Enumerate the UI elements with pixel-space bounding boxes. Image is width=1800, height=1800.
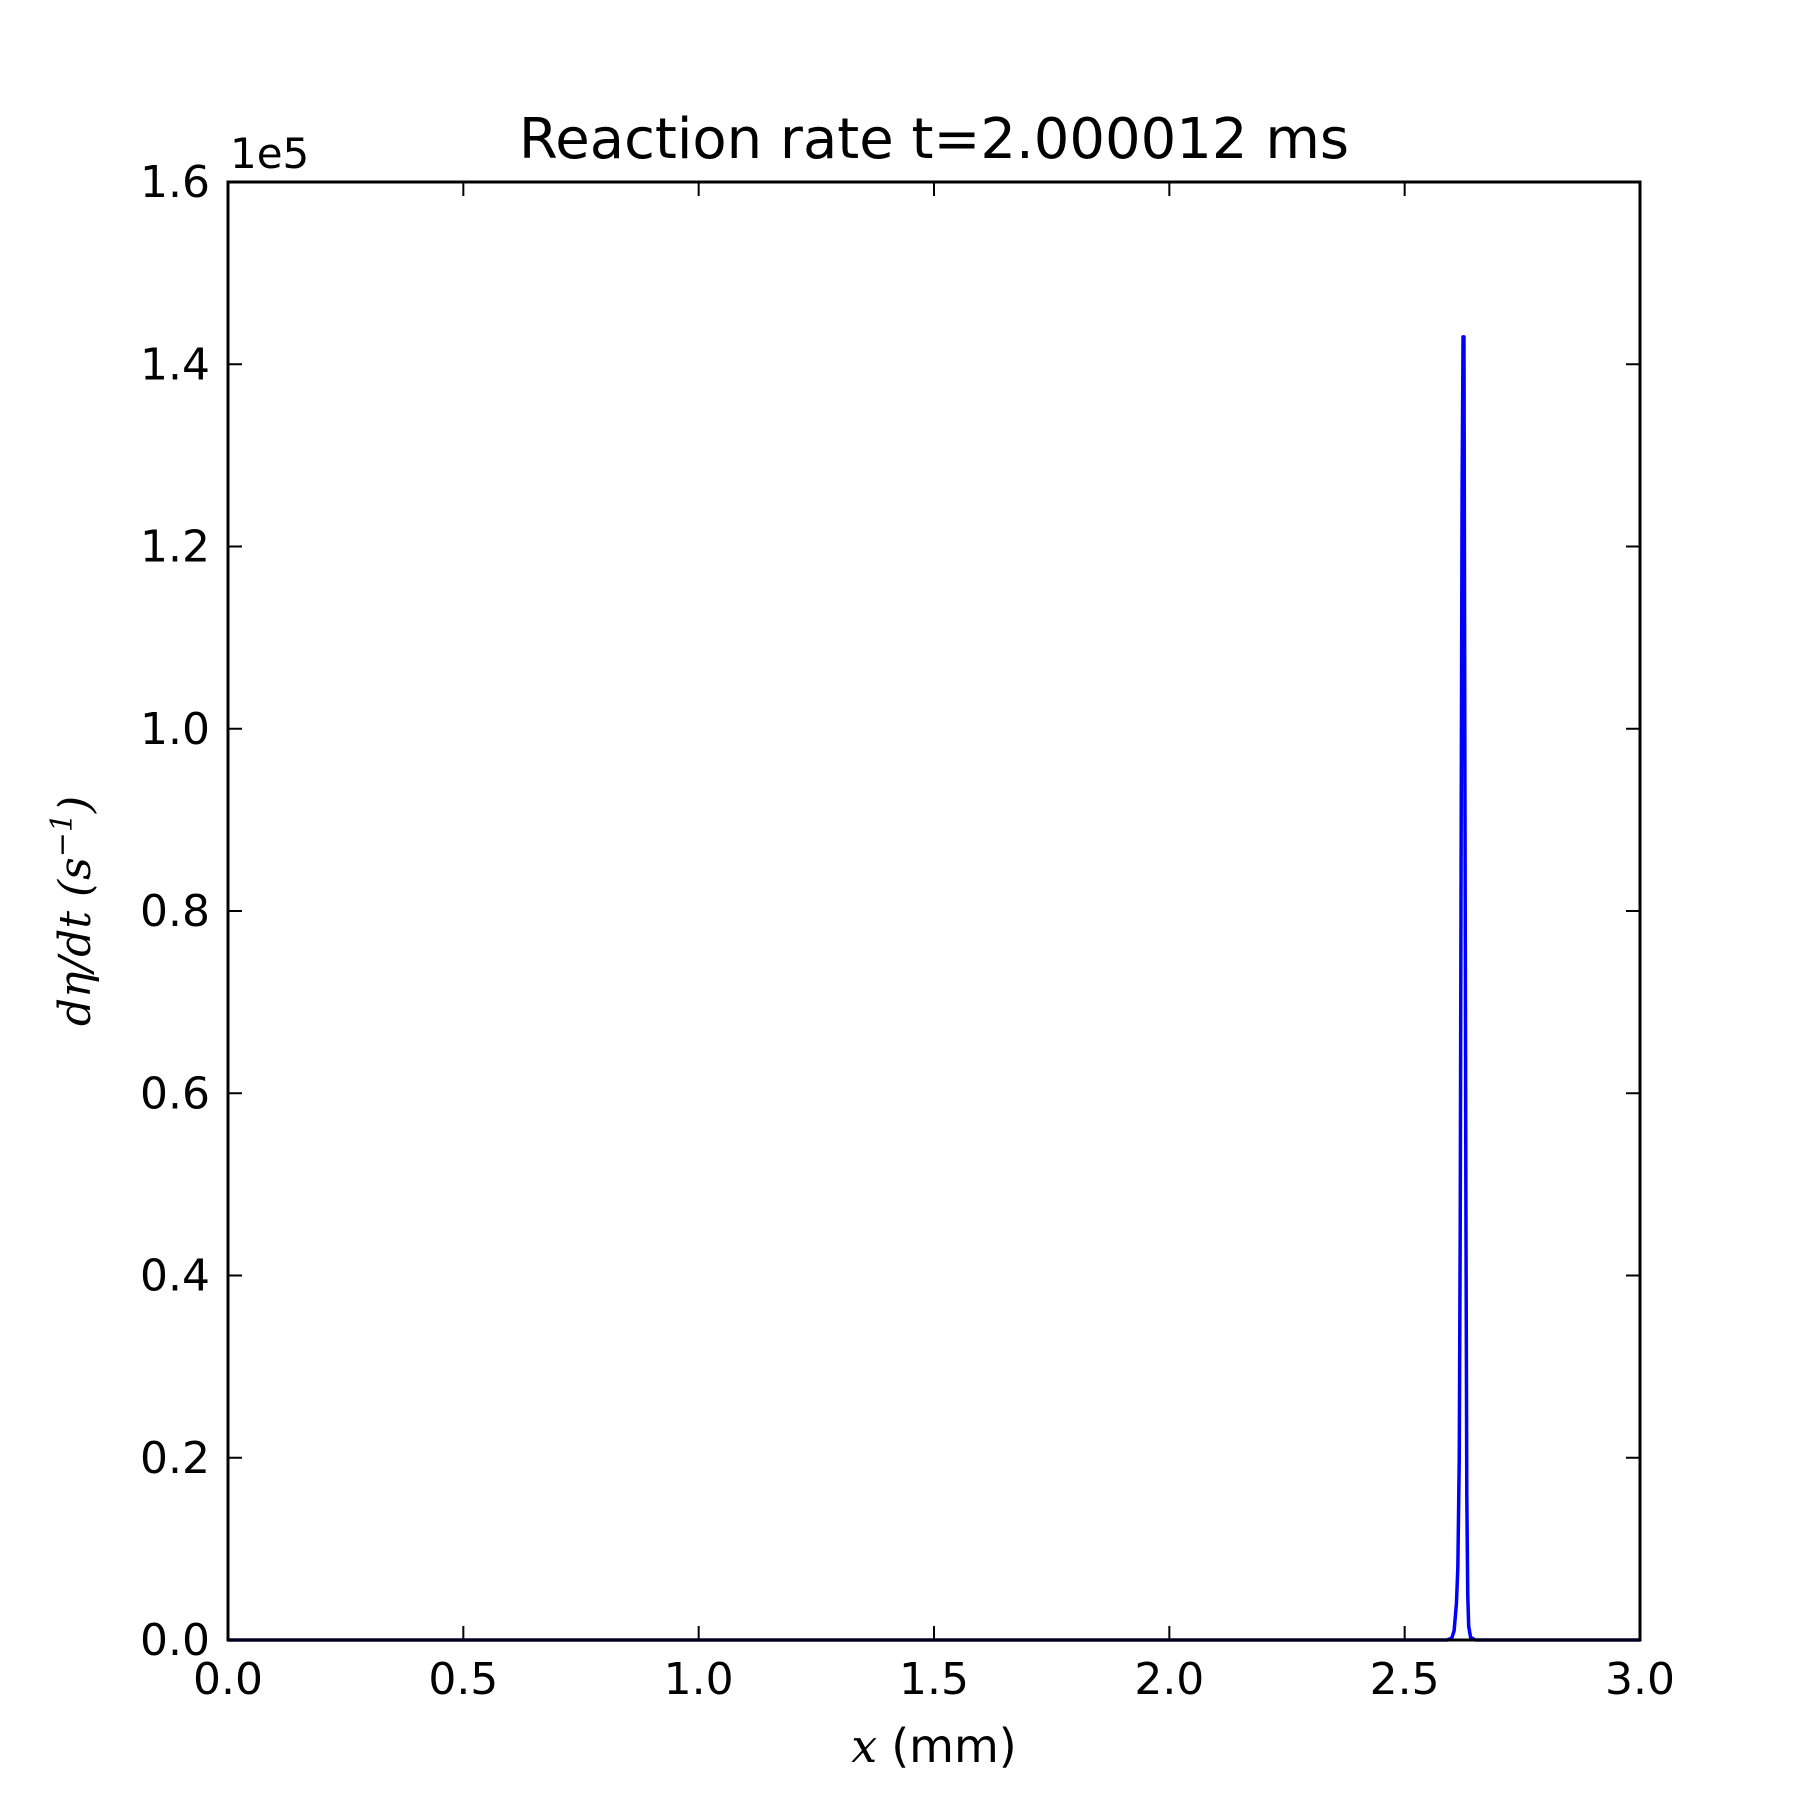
plot-frame [226, 180, 1642, 1642]
y-axis-label-close: ) [50, 796, 101, 814]
plot-layer [228, 335, 1640, 1642]
x-tick-label: 0.5 [428, 1654, 498, 1705]
y-tick-label: 1.4 [140, 339, 210, 390]
x-tick-label: 3.0 [1605, 1654, 1675, 1705]
y-tick-label: 1.0 [140, 704, 210, 755]
y-tick-label: 1.6 [140, 157, 210, 208]
x-tick-label: 1.5 [899, 1654, 969, 1705]
y-tick-label: 0.0 [140, 1615, 210, 1666]
x-tick-label: 2.0 [1134, 1654, 1204, 1705]
y-tick-label: 0.6 [140, 1068, 210, 1119]
x-tick-label: 1.0 [664, 1654, 734, 1705]
x-axis-label: x (mm) [851, 1719, 1016, 1773]
y-tick-label: 1.2 [140, 522, 210, 573]
y-tick-label: 0.4 [140, 1251, 210, 1302]
x-tick-label: 2.5 [1370, 1654, 1440, 1705]
x-axis-unit: (mm) [891, 1719, 1017, 1773]
x-axis-variable: x [851, 1719, 877, 1773]
y-axis-label-superscript: −1 [45, 813, 80, 857]
y-ticks: 0.0 0.2 0.4 0.6 0.8 1.0 1.2 1.4 1.6 [140, 157, 1640, 1666]
y-tick-label: 0.8 [140, 886, 210, 937]
chart-title: Reaction rate t=2.000012 ms [519, 107, 1349, 172]
x-tick-label: 0.0 [193, 1654, 263, 1705]
series-line-0 [228, 335, 1640, 1642]
y-axis-label-main: dη/dt (s [50, 857, 101, 1026]
y-tick-label: 0.2 [140, 1433, 210, 1484]
y-axis-label: dη/dt (s−1) [45, 796, 101, 1026]
x-ticks: 0.0 0.5 1.0 1.5 2.0 2.5 3.0 [193, 182, 1675, 1705]
y-offset-label: 1e5 [230, 129, 309, 178]
